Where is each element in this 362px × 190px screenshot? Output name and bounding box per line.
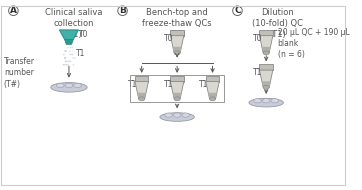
Circle shape (65, 50, 67, 52)
Ellipse shape (74, 83, 81, 88)
Text: T1: T1 (128, 80, 138, 89)
Ellipse shape (174, 51, 180, 55)
Circle shape (233, 6, 242, 16)
Circle shape (9, 6, 18, 16)
Ellipse shape (271, 99, 279, 103)
Circle shape (72, 57, 74, 59)
Ellipse shape (56, 83, 64, 88)
Polygon shape (261, 47, 271, 53)
Circle shape (74, 57, 76, 59)
Circle shape (70, 47, 71, 48)
Text: T1: T1 (253, 68, 262, 78)
Circle shape (66, 61, 67, 62)
Circle shape (67, 64, 69, 66)
Polygon shape (260, 36, 273, 53)
Circle shape (67, 61, 69, 62)
Ellipse shape (160, 113, 194, 121)
Text: T0: T0 (79, 30, 88, 39)
Polygon shape (135, 82, 148, 99)
Ellipse shape (263, 86, 269, 89)
Text: C: C (234, 6, 241, 15)
Circle shape (70, 54, 72, 55)
Ellipse shape (51, 82, 87, 92)
Polygon shape (260, 70, 273, 87)
Circle shape (64, 57, 66, 59)
Circle shape (65, 61, 67, 62)
Ellipse shape (263, 51, 269, 55)
Circle shape (63, 64, 65, 66)
Text: T1: T1 (76, 49, 85, 58)
Ellipse shape (173, 113, 181, 117)
Circle shape (69, 54, 71, 55)
Ellipse shape (65, 83, 73, 88)
Polygon shape (171, 36, 184, 53)
Circle shape (73, 64, 74, 66)
Ellipse shape (249, 98, 283, 107)
Text: Dilution
(10-fold) QC
(T1): Dilution (10-fold) QC (T1) (252, 8, 303, 39)
Bar (260, 30, 273, 36)
Circle shape (72, 47, 73, 48)
Circle shape (118, 6, 127, 16)
Bar (171, 30, 184, 36)
Circle shape (63, 54, 64, 55)
Ellipse shape (210, 97, 215, 101)
Polygon shape (261, 81, 271, 87)
Ellipse shape (182, 113, 190, 117)
Polygon shape (206, 82, 219, 99)
Circle shape (64, 57, 66, 59)
Bar (171, 76, 184, 82)
Circle shape (68, 61, 70, 62)
Circle shape (65, 50, 67, 52)
Polygon shape (172, 93, 182, 99)
Polygon shape (172, 47, 182, 53)
Circle shape (66, 64, 68, 66)
Polygon shape (208, 93, 217, 99)
Text: T1: T1 (199, 80, 209, 89)
Polygon shape (59, 30, 79, 40)
Text: 20 μL QC + 190 μL
blank
(n = 6): 20 μL QC + 190 μL blank (n = 6) (278, 28, 349, 59)
Circle shape (64, 50, 66, 52)
Ellipse shape (165, 113, 172, 117)
Circle shape (65, 64, 67, 66)
Bar (260, 64, 273, 70)
Circle shape (63, 64, 64, 66)
Ellipse shape (262, 99, 270, 103)
Text: A: A (10, 6, 17, 15)
Text: T0: T0 (253, 34, 262, 43)
Text: T1: T1 (164, 80, 173, 89)
Polygon shape (65, 40, 73, 44)
Polygon shape (137, 93, 146, 99)
Ellipse shape (254, 99, 261, 103)
Circle shape (65, 57, 66, 59)
Circle shape (69, 50, 71, 52)
Circle shape (70, 61, 71, 62)
Ellipse shape (139, 97, 145, 101)
Bar (135, 76, 148, 82)
Text: Bench-top and
freeze-thaw QCs
(T1): Bench-top and freeze-thaw QCs (T1) (142, 8, 212, 39)
Text: Clinical saliva
collection
(T1): Clinical saliva collection (T1) (45, 8, 102, 39)
Ellipse shape (174, 97, 180, 101)
Text: B: B (119, 6, 126, 15)
Circle shape (72, 54, 73, 55)
Bar (206, 76, 219, 82)
Text: T0: T0 (164, 34, 173, 43)
Text: Transfer
number
(T#): Transfer number (T#) (4, 57, 35, 89)
Circle shape (67, 47, 69, 48)
Polygon shape (171, 82, 184, 99)
